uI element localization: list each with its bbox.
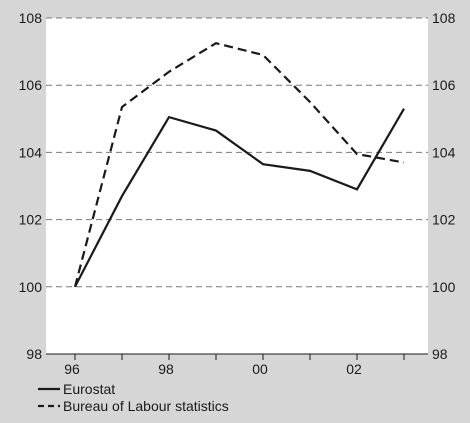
x-axis: 96 98 00 02 (64, 354, 405, 377)
y-axis-left: 98 100 102 104 106 108 (19, 10, 43, 362)
series-line-eurostat (74, 108, 405, 288)
y-tick-label-right: 108 (432, 10, 456, 26)
y-tick-label-right: 104 (432, 144, 456, 160)
legend-label: Eurostat (63, 381, 115, 397)
x-tick-label: 96 (64, 361, 80, 377)
x-tick-label: 98 (158, 361, 174, 377)
x-tick-label: 00 (252, 361, 268, 377)
y-tick-label-right: 106 (432, 77, 456, 93)
y-tick-label-left: 98 (26, 346, 42, 362)
y-tick-label-right: 98 (432, 346, 448, 362)
y-tick-label-right: 100 (432, 279, 456, 295)
y-tick-label-left: 102 (19, 212, 43, 228)
y-tick-label-left: 106 (19, 77, 43, 93)
y-tick-label-left: 100 (19, 279, 43, 295)
x-tick-label: 02 (346, 361, 362, 377)
y-tick-label-left: 108 (19, 10, 43, 26)
series-line-bls (73, 42, 405, 288)
plot-area (46, 18, 428, 354)
y-axis-right: 98 100 102 104 106 108 (432, 10, 456, 362)
y-tick-label-right: 102 (432, 212, 456, 228)
series-lines (73, 42, 405, 288)
legend-label: Bureau of Labour statistics (63, 398, 229, 414)
y-tick-label-left: 104 (19, 144, 43, 160)
